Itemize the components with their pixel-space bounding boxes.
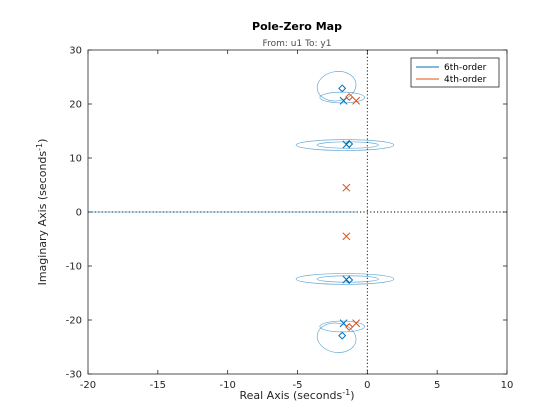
pole-marker [352, 96, 361, 105]
legend: 6th-order 4th-order [410, 57, 500, 88]
data-layer [88, 71, 395, 353]
zero-marker [345, 276, 354, 285]
x-tick-label: 0 [364, 380, 370, 391]
x-tick-label: -10 [219, 380, 235, 391]
pole-marker [342, 232, 351, 241]
pole-marker [352, 319, 361, 328]
x-tick-label: -5 [293, 380, 303, 391]
pole-stroke [339, 96, 348, 105]
y-tick-label: 20 [69, 100, 82, 111]
y-tick-label: 10 [69, 154, 82, 165]
uncertainty-ellipse [316, 322, 357, 353]
legend-label: 4th-order [444, 75, 487, 85]
uncertainty-ellipse [295, 139, 395, 151]
chart-subtitle: From: u1 To: y1 [263, 39, 332, 49]
x-tick-label: -15 [150, 380, 166, 391]
pole-stroke [342, 232, 351, 241]
pole-marker [342, 183, 351, 192]
pole-stroke [352, 319, 361, 328]
pole-marker [339, 319, 348, 328]
x-tick-label: 10 [501, 380, 514, 391]
series-4th-order [342, 92, 361, 332]
x-axis-label: Real Axis (seconds-1) [239, 388, 354, 403]
zero-marker [345, 323, 354, 332]
x-tick-label: 5 [434, 380, 440, 391]
pole-stroke [352, 96, 361, 105]
uncertainty-ellipse [316, 71, 357, 102]
zero-marker [345, 139, 354, 148]
chart-title: Pole-Zero Map [252, 20, 342, 33]
y-tick-label: -20 [66, 316, 82, 327]
zero-marker [338, 331, 347, 340]
uncertainty-ellipse [295, 273, 395, 285]
x-tick-label: -20 [80, 380, 96, 391]
series-6th-order [338, 84, 354, 340]
legend-box [410, 57, 500, 88]
y-tick-label: -10 [66, 262, 82, 273]
y-tick-label: 0 [76, 208, 82, 219]
y-tick-label: 30 [69, 46, 82, 57]
y-axis-label: Imaginary Axis (seconds-1) [35, 139, 50, 286]
zero-marker [338, 84, 347, 93]
pole-marker [339, 96, 348, 105]
zero-marker [345, 92, 354, 101]
pole-stroke [339, 319, 348, 328]
y-tick-label: -30 [66, 370, 82, 381]
legend-label: 6th-order [444, 63, 487, 73]
pole-stroke [342, 183, 351, 192]
